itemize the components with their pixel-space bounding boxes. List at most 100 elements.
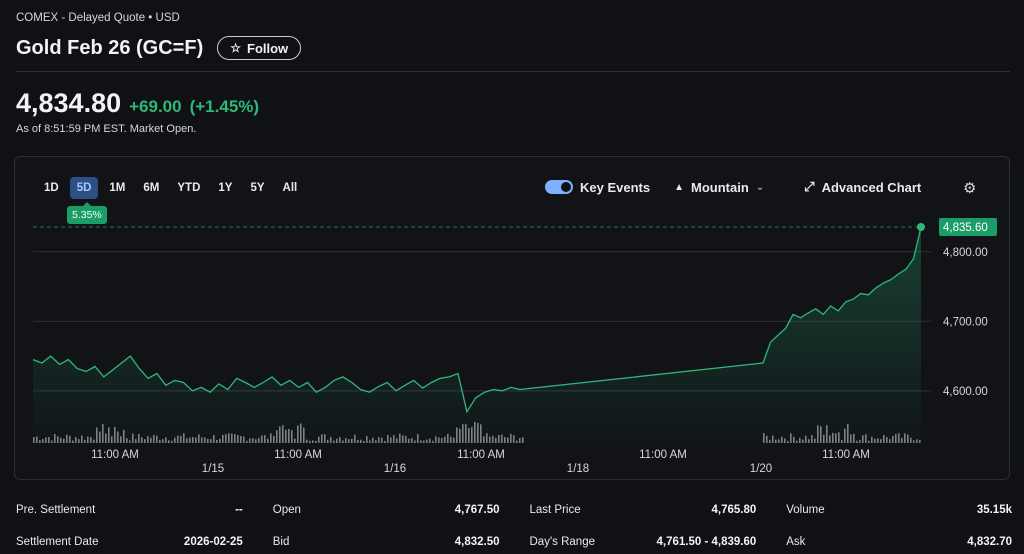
last-point [917, 223, 925, 232]
volume-bar [366, 436, 368, 443]
follow-button[interactable]: ☆ Follow [217, 36, 302, 60]
stat-value: 35.15k [976, 504, 1012, 516]
volume-bar [495, 437, 497, 443]
volume-bar [489, 436, 491, 443]
volume-bar [228, 433, 230, 443]
volume-bar [826, 425, 828, 443]
volume-bar [396, 438, 398, 443]
volume-bar [862, 435, 864, 443]
volume-bar [225, 434, 227, 443]
price-area [33, 227, 921, 443]
star-icon: ☆ [230, 41, 242, 55]
volume-bar [799, 437, 801, 443]
volume-bar [435, 436, 437, 443]
range-tab-6m[interactable]: 6M [143, 182, 160, 194]
range-tab-all[interactable]: All [282, 182, 298, 194]
key-events-toggle[interactable]: Key Events [545, 180, 650, 195]
stat-cell: Bid 4,832.50 [273, 536, 530, 548]
volume-bar [844, 428, 846, 443]
volume-bar [246, 440, 248, 443]
stat-cell: Ask 4,832.70 [786, 536, 1012, 548]
volume-bar [471, 427, 473, 443]
volume-bar [510, 433, 512, 443]
volume-bar [45, 437, 47, 443]
volume-bar [504, 436, 506, 443]
gear-icon[interactable]: ⚙ [963, 180, 977, 197]
volume-bar [312, 440, 314, 443]
stat-label: Volume [786, 504, 825, 516]
volume-bar [294, 438, 296, 443]
volume-bar [105, 433, 107, 443]
volume-bar [291, 430, 293, 443]
volume-bar [393, 435, 395, 443]
volume-bar [90, 437, 92, 443]
volume-bar [877, 438, 879, 443]
stat-label: Last Price [529, 504, 581, 516]
volume-bar [336, 438, 338, 443]
volume-bar [796, 440, 798, 443]
performance-badge: 5.35% [67, 202, 107, 224]
volume-bar [168, 440, 170, 443]
volume-bar [318, 436, 320, 443]
volume-bar [150, 437, 152, 443]
stat-cell: Pre. Settlement -- [16, 504, 273, 516]
volume-bar [297, 425, 299, 443]
range-tab-1m[interactable]: 1M [109, 182, 126, 194]
last-price-box [939, 218, 997, 237]
y-tick-label: 4,800.00 [943, 247, 988, 259]
volume-bar [93, 439, 95, 443]
range-tab-1y[interactable]: 1Y [218, 182, 233, 194]
stat-cell: Last Price 4,765.80 [530, 504, 787, 516]
volume-bar [426, 439, 428, 443]
stat-value: 4,761.50 - 4,839.60 [656, 536, 757, 548]
volume-bar [405, 435, 407, 443]
stat-row: Settlement Date 2026-02-25 Bid 4,832.50 Day'… [16, 526, 1012, 554]
price-chart[interactable]: 4,800.00 4,700.00 4,600.00 4,835.60 11:00 AM… [15, 157, 1011, 481]
volume-bar [384, 440, 386, 443]
toggle-switch[interactable] [545, 180, 573, 194]
volume-bar [874, 438, 876, 443]
volume-bar [814, 438, 816, 443]
stat-cell: Settlement Date 2026-02-25 [16, 536, 273, 548]
chart-type-select[interactable]: ▲ Mountain ⌄ [674, 180, 764, 195]
volume-bar [880, 439, 882, 443]
volume-bar [288, 428, 290, 443]
volume-bar [147, 436, 149, 443]
volume-bar [775, 439, 777, 443]
volume-bar [772, 435, 774, 443]
volume-bar [51, 440, 53, 443]
volume-bar [219, 438, 221, 443]
expand-icon: ⤢ [804, 179, 815, 194]
stat-value: 2026-02-25 [183, 536, 243, 548]
stats-table: Pre. Settlement -- Open 4,767.50 Last Price 4… [16, 494, 1012, 554]
mountain-icon: ▲ [674, 181, 684, 193]
stat-cell: Day's Range 4,761.50 - 4,839.60 [530, 536, 787, 548]
volume-bar [315, 440, 317, 443]
volume-bar [832, 432, 834, 443]
volume-bar [901, 437, 903, 443]
volume-bar [129, 440, 131, 443]
advanced-chart-button[interactable]: ⤢ Advanced Chart [804, 179, 921, 195]
volume-bar [811, 435, 813, 443]
stat-label: Pre. Settlement [16, 504, 96, 516]
price-change-pct: (+1.45%) [189, 97, 260, 116]
volume-bar [808, 439, 810, 443]
range-tab-1d[interactable]: 1D [44, 182, 59, 194]
range-tab-5d[interactable]: 5D [69, 177, 99, 199]
range-tab-5y[interactable]: 5Y [250, 182, 265, 194]
volume-bar [369, 440, 371, 443]
volume-bar [276, 430, 278, 443]
volume-bar [270, 433, 272, 443]
volume-bar [171, 440, 173, 443]
volume-bar [180, 435, 182, 443]
volume-bar [306, 439, 308, 443]
volume-bar [327, 439, 329, 443]
volume-bar [766, 435, 768, 443]
range-tab-ytd[interactable]: YTD [177, 182, 201, 194]
volume-bar [141, 437, 143, 443]
x-tick-label: 11:00 AM [822, 449, 870, 461]
as-of-timestamp: As of 8:51:59 PM EST. Market Open. [16, 123, 197, 135]
volume-bar [838, 432, 840, 443]
volume-bar [156, 435, 158, 443]
volume-bar [790, 433, 792, 443]
